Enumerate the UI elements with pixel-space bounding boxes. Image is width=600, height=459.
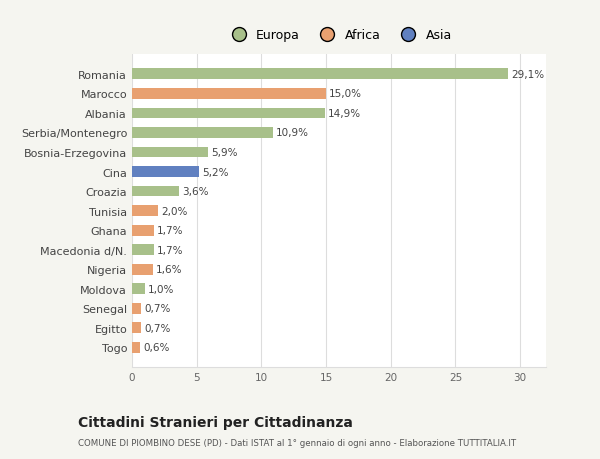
Bar xyxy=(132,225,154,236)
Text: COMUNE DI PIOMBINO DESE (PD) - Dati ISTAT al 1° gennaio di ogni anno - Elaborazi: COMUNE DI PIOMBINO DESE (PD) - Dati ISTA… xyxy=(78,438,516,448)
Text: 1,0%: 1,0% xyxy=(148,284,175,294)
Text: 1,7%: 1,7% xyxy=(157,245,184,255)
Text: 5,9%: 5,9% xyxy=(212,148,238,157)
Text: 0,7%: 0,7% xyxy=(144,323,170,333)
Legend: Europa, Africa, Asia: Europa, Africa, Asia xyxy=(221,24,457,47)
Bar xyxy=(132,245,154,256)
Text: 2,0%: 2,0% xyxy=(161,206,187,216)
Text: 10,9%: 10,9% xyxy=(276,128,309,138)
Bar xyxy=(132,128,273,139)
Bar xyxy=(132,147,208,158)
Bar xyxy=(132,323,141,334)
Bar xyxy=(132,167,199,178)
Bar xyxy=(132,303,141,314)
Bar xyxy=(132,342,140,353)
Bar xyxy=(132,206,158,217)
Bar xyxy=(132,69,508,80)
Text: 29,1%: 29,1% xyxy=(512,70,545,79)
Text: 0,6%: 0,6% xyxy=(143,343,169,353)
Text: 1,7%: 1,7% xyxy=(157,226,184,235)
Text: 0,7%: 0,7% xyxy=(144,304,170,313)
Text: 3,6%: 3,6% xyxy=(182,187,208,196)
Text: Cittadini Stranieri per Cittadinanza: Cittadini Stranieri per Cittadinanza xyxy=(78,415,353,429)
Bar xyxy=(132,89,326,100)
Text: 5,2%: 5,2% xyxy=(203,167,229,177)
Text: 14,9%: 14,9% xyxy=(328,109,361,118)
Bar xyxy=(132,264,152,275)
Text: 1,6%: 1,6% xyxy=(156,265,182,274)
Bar xyxy=(132,284,145,295)
Bar xyxy=(132,186,179,197)
Bar xyxy=(132,108,325,119)
Text: 15,0%: 15,0% xyxy=(329,89,362,99)
